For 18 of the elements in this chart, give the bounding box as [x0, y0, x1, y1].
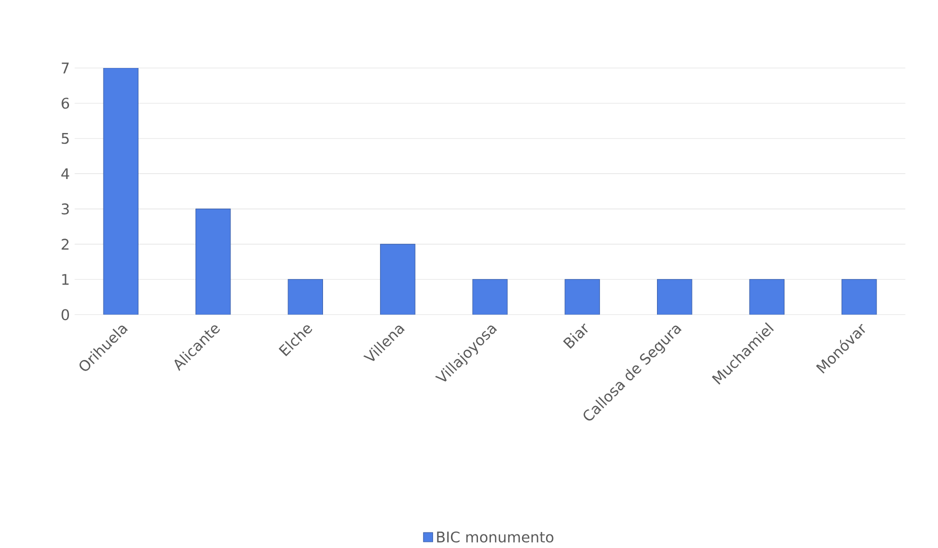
legend-label: BIC monumento — [437, 531, 554, 543]
bar — [564, 279, 600, 315]
y-tick-label: 0 — [62, 309, 69, 320]
bar — [196, 208, 231, 315]
bar — [842, 279, 877, 315]
bar — [288, 279, 324, 315]
y-tick-label: 4 — [61, 168, 70, 180]
y-tick-label: 1 — [62, 274, 69, 285]
y-tick-label: 3 — [62, 203, 69, 214]
bar — [656, 279, 692, 315]
y-tick-label: 2 — [62, 238, 68, 250]
bar — [380, 244, 416, 315]
bar — [103, 68, 138, 315]
y-tick-label: 6 — [62, 98, 70, 109]
bar — [472, 279, 508, 315]
bar — [749, 279, 784, 315]
y-tick-label: 7 — [62, 62, 69, 74]
y-tick-label: 5 — [62, 133, 69, 144]
